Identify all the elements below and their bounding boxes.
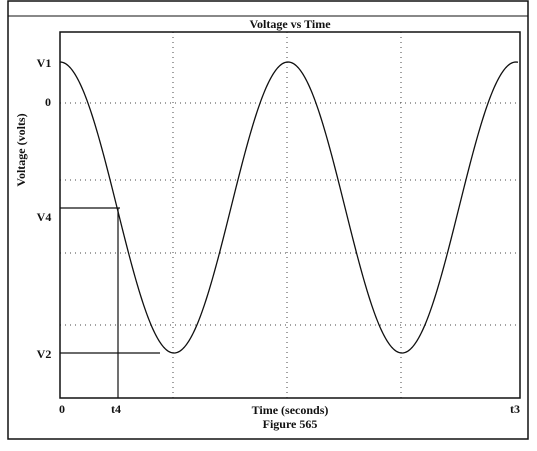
grid bbox=[60, 32, 520, 398]
caption: Figure 565 bbox=[263, 417, 318, 431]
plot-frame bbox=[59, 31, 521, 399]
y-label: 0 bbox=[45, 95, 51, 109]
outer-frame bbox=[7, 0, 529, 440]
x-label: t3 bbox=[510, 402, 520, 416]
voltage-curve bbox=[59, 61, 519, 354]
y-label: V1 bbox=[37, 56, 52, 70]
y-axis-label: Voltage (volts) bbox=[14, 113, 28, 186]
x-label: 0 bbox=[59, 402, 65, 416]
y-label: V4 bbox=[37, 210, 52, 224]
x-axis-label: Time (seconds) bbox=[252, 403, 329, 417]
y-label: V2 bbox=[37, 347, 52, 361]
chart-title: Voltage vs Time bbox=[249, 17, 331, 31]
x-label: t4 bbox=[111, 402, 121, 416]
